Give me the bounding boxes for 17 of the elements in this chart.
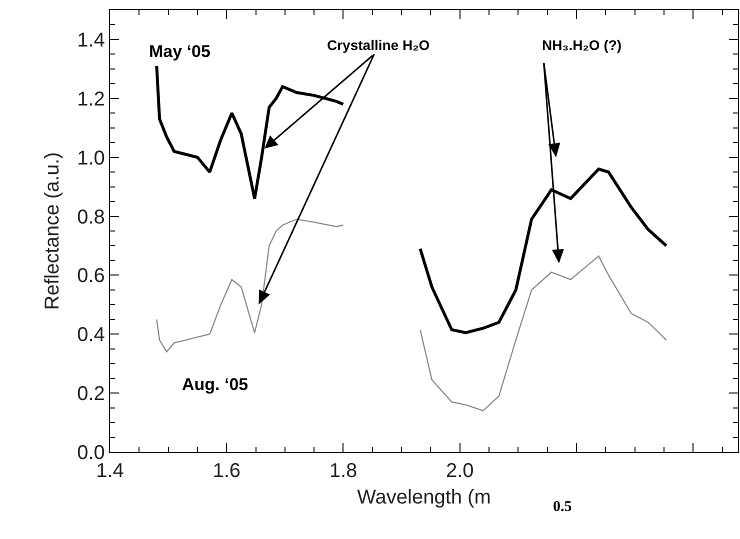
y-tick-label: 1.2	[77, 88, 105, 110]
y-tick-label: 0.6	[77, 265, 105, 288]
x-tick-label: 1.6	[212, 460, 241, 482]
annotation: Crystalline H₂O	[327, 37, 430, 53]
y-tick-label: 0.8	[77, 206, 105, 228]
y-axis-title: Reflectance (a.u.)	[42, 152, 64, 310]
y-tick-label: 0.4	[77, 324, 105, 346]
annotation: NH₃.H₂O (?)	[542, 37, 622, 53]
annotation: May ‘05	[149, 42, 210, 61]
y-tick-label: 0.2	[77, 383, 105, 406]
text: 0.5	[553, 499, 572, 515]
y-tick-label: 1.0	[77, 147, 105, 170]
x-tick-label: 2.0	[446, 460, 474, 482]
annotation: Aug. ‘05	[182, 375, 248, 394]
x-axis-title: Wavelength (m	[357, 486, 491, 509]
y-tick-label: 1.4	[77, 29, 105, 52]
x-tick-label: 1.8	[329, 460, 358, 482]
